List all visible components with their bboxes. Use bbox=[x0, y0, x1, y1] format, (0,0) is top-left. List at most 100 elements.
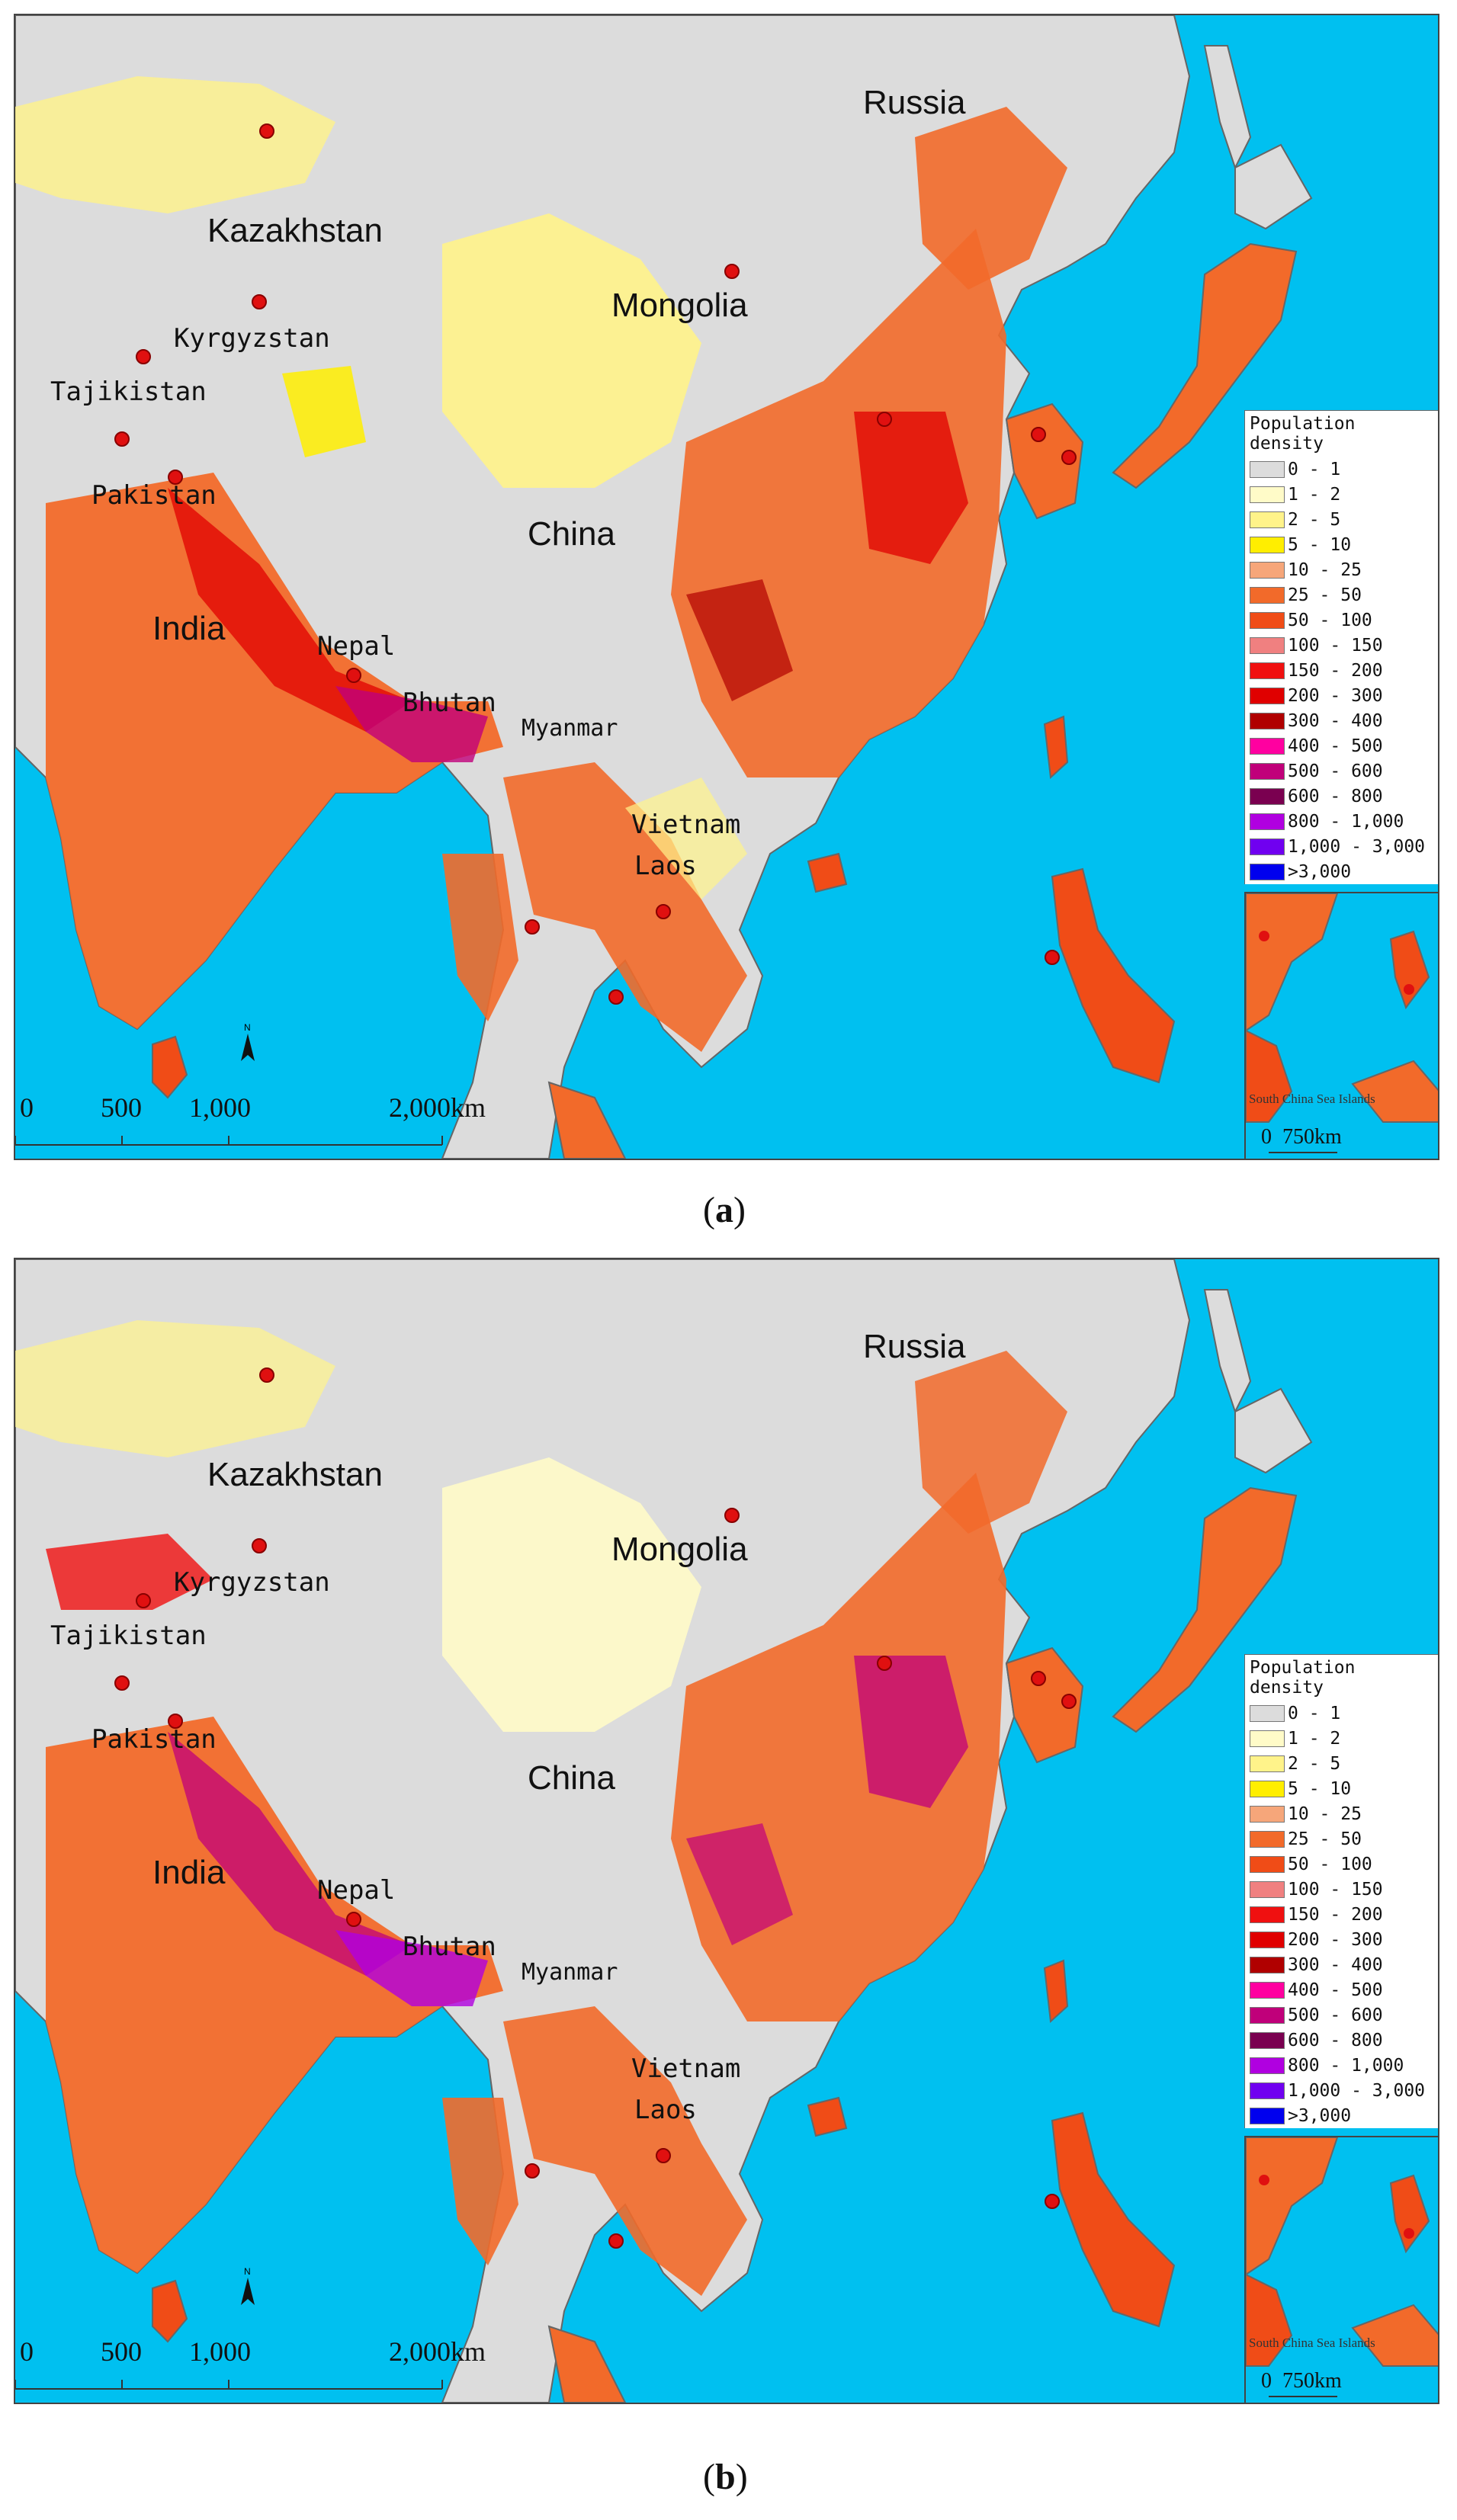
legend-label: 100 - 150 bbox=[1288, 1879, 1383, 1900]
map-panel-a: Russia Kazakhstan Mongolia Kyrgyzstan Ta… bbox=[14, 14, 1439, 1160]
legend-item: 400 - 500 bbox=[1245, 1977, 1438, 2002]
legend-swatch bbox=[1250, 1755, 1285, 1772]
scale-tick-0: 0 bbox=[20, 1092, 34, 1123]
label-vietnam: Vietnam bbox=[631, 810, 741, 840]
capital-markers bbox=[114, 1367, 1077, 2249]
scale-tick-1000: 1,000 bbox=[189, 1092, 251, 1123]
legend-item: 25 - 50 bbox=[1245, 1826, 1438, 1852]
legend-item: 2 - 5 bbox=[1245, 507, 1438, 532]
legend-swatch bbox=[1250, 2107, 1285, 2124]
sri-lanka bbox=[152, 2279, 188, 2343]
label-nepal: Nepal bbox=[317, 631, 396, 662]
legend-label: 50 - 100 bbox=[1288, 1854, 1372, 1874]
legend-swatch bbox=[1250, 586, 1285, 604]
legend-swatch bbox=[1250, 561, 1285, 579]
legend-swatch bbox=[1250, 2057, 1285, 2074]
label-kazakhstan: Kazakhstan bbox=[207, 1456, 383, 1493]
caption-b: (b) bbox=[703, 2457, 748, 2497]
sumatra bbox=[547, 1081, 627, 1159]
legend-item: 1,000 - 3,000 bbox=[1245, 2078, 1438, 2103]
inset-south-china-sea-b: South China Sea Islands 0 750km bbox=[1244, 2136, 1438, 2403]
label-china: China bbox=[528, 1759, 615, 1797]
korea-landmass bbox=[1005, 1646, 1084, 1764]
philippines bbox=[1051, 867, 1176, 1084]
legend-item: 1,000 - 3,000 bbox=[1245, 834, 1438, 859]
legend-swatch bbox=[1250, 1956, 1285, 1973]
legend-swatch bbox=[1250, 486, 1285, 503]
hokkaido bbox=[1234, 143, 1313, 230]
inset-map bbox=[1246, 2137, 1438, 2397]
legend-label: 5 - 10 bbox=[1288, 1778, 1352, 1799]
density-shading bbox=[15, 1320, 1067, 2296]
label-india: India bbox=[152, 610, 226, 647]
legend-label: 300 - 400 bbox=[1288, 710, 1383, 731]
legend-label: 400 - 500 bbox=[1288, 1980, 1383, 2000]
legend-a: Population density 0 - 1 1 - 2 2 - 5 5 - 10… bbox=[1244, 410, 1438, 884]
scale-bar-b bbox=[15, 2380, 443, 2390]
legend-swatch bbox=[1250, 1906, 1285, 1923]
legend-swatch bbox=[1250, 511, 1285, 528]
legend-swatch bbox=[1250, 1880, 1285, 1898]
japan-landmass bbox=[1112, 1486, 1298, 1733]
legend-item: 50 - 100 bbox=[1245, 1852, 1438, 1877]
legend-swatch bbox=[1250, 2006, 1285, 2024]
taiwan bbox=[1043, 715, 1069, 780]
inset-title: South China Sea Islands bbox=[1249, 2336, 1375, 2350]
legend-swatch bbox=[1250, 1780, 1285, 1797]
north-arrow-icon: N bbox=[241, 2266, 255, 2305]
legend-label: 100 - 150 bbox=[1288, 635, 1383, 656]
legend-item: 300 - 400 bbox=[1245, 708, 1438, 733]
legend-label: 5 - 10 bbox=[1288, 534, 1352, 555]
label-kyrgyzstan: Kyrgyzstan bbox=[174, 1567, 330, 1598]
legend-swatch bbox=[1250, 536, 1285, 553]
legend-label: 0 - 1 bbox=[1288, 459, 1341, 479]
map-canvas-a bbox=[15, 15, 1313, 1159]
legend-rows: 0 - 1 1 - 2 2 - 5 5 - 10 10 - 25 25 - 50 50 - … bbox=[1245, 1701, 1438, 2128]
legend-item: 800 - 1,000 bbox=[1245, 809, 1438, 834]
legend-item: 400 - 500 bbox=[1245, 733, 1438, 758]
label-laos: Laos bbox=[634, 851, 697, 881]
legend-label: 500 - 600 bbox=[1288, 2005, 1383, 2025]
legend-swatch bbox=[1250, 863, 1285, 880]
label-china: China bbox=[528, 515, 615, 553]
label-india: India bbox=[152, 1854, 226, 1891]
legend-label: 10 - 25 bbox=[1288, 1803, 1362, 1824]
legend-swatch bbox=[1250, 1704, 1285, 1722]
label-myanmar: Myanmar bbox=[522, 1959, 618, 1986]
north-arrow-icon: N bbox=[241, 1022, 255, 1061]
label-mongolia: Mongolia bbox=[611, 1531, 748, 1568]
legend-swatch bbox=[1250, 636, 1285, 654]
legend-label: 1,000 - 3,000 bbox=[1288, 2080, 1426, 2101]
legend-item: 1 - 2 bbox=[1245, 1726, 1438, 1751]
legend-label: 0 - 1 bbox=[1288, 1703, 1341, 1723]
legend-item: 50 - 100 bbox=[1245, 608, 1438, 633]
legend-label: 2 - 5 bbox=[1288, 509, 1341, 530]
legend-swatch bbox=[1250, 2031, 1285, 2049]
sri-lanka bbox=[152, 1035, 188, 1099]
label-kyrgyzstan: Kyrgyzstan bbox=[174, 323, 330, 354]
legend-label: 50 - 100 bbox=[1288, 610, 1372, 630]
legend-item: 0 - 1 bbox=[1245, 457, 1438, 482]
legend-item: 10 - 25 bbox=[1245, 557, 1438, 582]
hainan bbox=[807, 852, 848, 893]
scale-tick-500: 500 bbox=[101, 1092, 142, 1123]
legend-label: 1,000 - 3,000 bbox=[1288, 836, 1426, 857]
svg-text:N: N bbox=[244, 2266, 251, 2277]
japan-landmass bbox=[1112, 242, 1298, 489]
legend-item: 200 - 300 bbox=[1245, 683, 1438, 708]
hokkaido bbox=[1234, 1387, 1313, 1474]
sumatra bbox=[547, 2325, 627, 2403]
legend-label: 800 - 1,000 bbox=[1288, 811, 1404, 832]
label-bhutan: Bhutan bbox=[403, 688, 496, 718]
legend-item: 10 - 25 bbox=[1245, 1801, 1438, 1826]
legend-label: 150 - 200 bbox=[1288, 660, 1383, 681]
map-canvas-b bbox=[15, 1259, 1313, 2403]
density-shading bbox=[15, 76, 1067, 1052]
legend-item: 150 - 200 bbox=[1245, 1902, 1438, 1927]
inset-scale: 0 750km bbox=[1261, 2369, 1342, 2393]
legend-label: 500 - 600 bbox=[1288, 761, 1383, 781]
sakhalin bbox=[1203, 1289, 1252, 1414]
legend-label: >3,000 bbox=[1288, 861, 1352, 882]
legend-b: Population density 0 - 1 1 - 2 2 - 5 5 - 10… bbox=[1244, 1654, 1438, 2128]
legend-item: 5 - 10 bbox=[1245, 1776, 1438, 1801]
